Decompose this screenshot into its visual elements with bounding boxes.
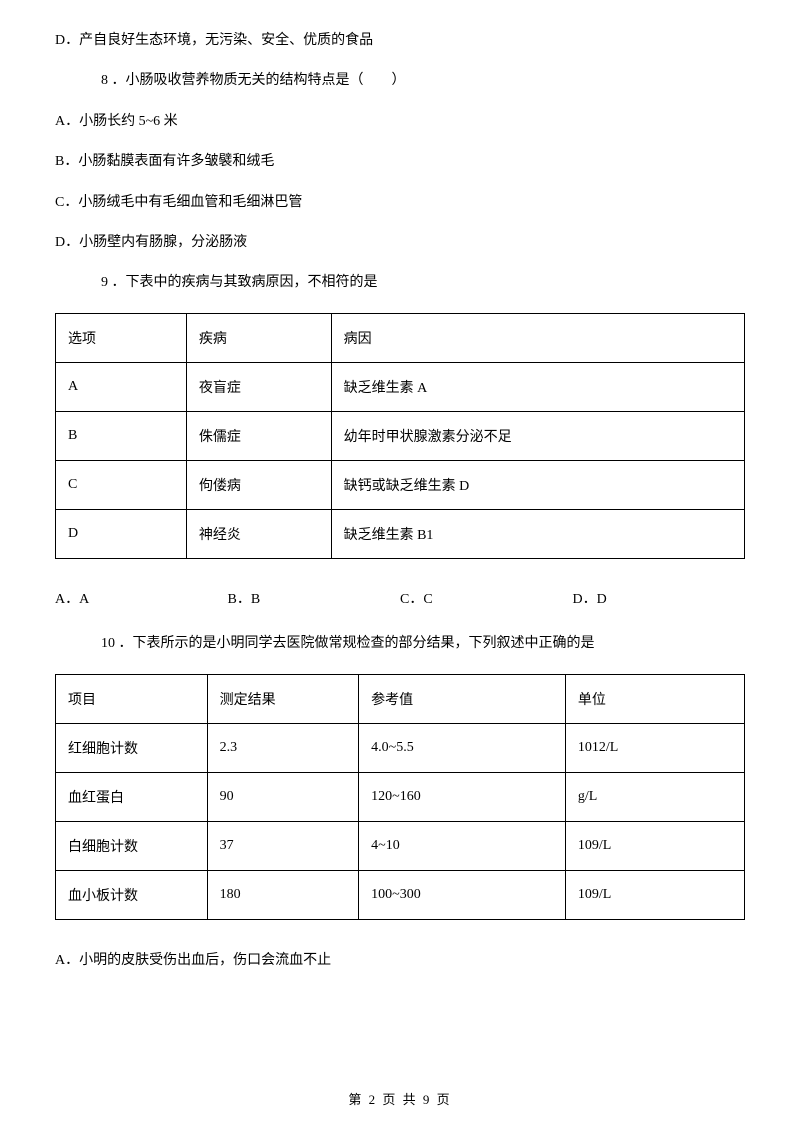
q8-option-b: B．小肠黏膜表面有许多皱襞和绒毛: [55, 151, 745, 173]
table-cell: 选项: [56, 313, 187, 362]
q7-option-d: D．产自良好生态环境，无污染、安全、优质的食品: [55, 30, 745, 52]
table-cell: 白细胞计数: [56, 821, 208, 870]
table-row: 血红蛋白 90 120~160 g/L: [56, 772, 745, 821]
table-cell: C: [56, 460, 187, 509]
q8-option-a: A．小肠长约 5~6 米: [55, 111, 745, 133]
q9-choice-a: A．A: [55, 589, 228, 611]
q8-stem: 8 ．小肠吸收营养物质无关的结构特点是（ ）: [55, 70, 745, 92]
page-footer: 第 2 页 共 9 页: [0, 1089, 800, 1108]
q8-option-d: D．小肠壁内有肠腺，分泌肠液: [55, 232, 745, 254]
table-cell: 缺乏维生素 A: [331, 362, 744, 411]
q10-stem: 10 ．下表所示的是小明同学去医院做常规检查的部分结果，下列叙述中正确的是: [55, 633, 745, 655]
table-cell: 4~10: [359, 821, 566, 870]
q10-table: 项目 测定结果 参考值 单位 红细胞计数 2.3 4.0~5.5 1012/L …: [55, 674, 745, 920]
table-cell: 缺乏维生素 B1: [331, 509, 744, 558]
q9-choice-c: C．C: [400, 589, 573, 611]
table-cell: 4.0~5.5: [359, 723, 566, 772]
table-cell: 侏儒症: [186, 411, 331, 460]
table-row: 红细胞计数 2.3 4.0~5.5 1012/L: [56, 723, 745, 772]
table-cell: 红细胞计数: [56, 723, 208, 772]
q9-choice-b: B．B: [228, 589, 401, 611]
q10-option-a: A．小明的皮肤受伤出血后，伤口会流血不止: [55, 950, 745, 972]
table-cell: A: [56, 362, 187, 411]
table-row: 白细胞计数 37 4~10 109/L: [56, 821, 745, 870]
table-cell: 缺钙或缺乏维生素 D: [331, 460, 744, 509]
q9-table: 选项 疾病 病因 A 夜盲症 缺乏维生素 A B 侏儒症 幼年时甲状腺激素分泌不…: [55, 313, 745, 559]
table-cell: 神经炎: [186, 509, 331, 558]
table-cell: 病因: [331, 313, 744, 362]
table-cell: B: [56, 411, 187, 460]
q9-stem: 9 ．下表中的疾病与其致病原因，不相符的是: [55, 272, 745, 294]
table-cell: 测定结果: [207, 674, 359, 723]
table-cell: 疾病: [186, 313, 331, 362]
table-cell: 血小板计数: [56, 870, 208, 919]
table-cell: 109/L: [565, 870, 744, 919]
table-cell: 佝偻病: [186, 460, 331, 509]
table-cell: 109/L: [565, 821, 744, 870]
table-row: A 夜盲症 缺乏维生素 A: [56, 362, 745, 411]
table-cell: 180: [207, 870, 359, 919]
table-row: 血小板计数 180 100~300 109/L: [56, 870, 745, 919]
table-cell: 幼年时甲状腺激素分泌不足: [331, 411, 744, 460]
table-cell: 120~160: [359, 772, 566, 821]
q9-choices: A．A B．B C．C D．D: [55, 589, 745, 611]
table-cell: D: [56, 509, 187, 558]
table-cell: 血红蛋白: [56, 772, 208, 821]
table-cell: 项目: [56, 674, 208, 723]
q9-choice-d: D．D: [573, 589, 746, 611]
table-cell: 1012/L: [565, 723, 744, 772]
table-cell: 夜盲症: [186, 362, 331, 411]
table-row: D 神经炎 缺乏维生素 B1: [56, 509, 745, 558]
table-cell: 100~300: [359, 870, 566, 919]
table-cell: 90: [207, 772, 359, 821]
table-cell: 单位: [565, 674, 744, 723]
table-row: 选项 疾病 病因: [56, 313, 745, 362]
table-row: B 侏儒症 幼年时甲状腺激素分泌不足: [56, 411, 745, 460]
table-cell: 参考值: [359, 674, 566, 723]
table-cell: g/L: [565, 772, 744, 821]
table-cell: 2.3: [207, 723, 359, 772]
table-row: 项目 测定结果 参考值 单位: [56, 674, 745, 723]
table-row: C 佝偻病 缺钙或缺乏维生素 D: [56, 460, 745, 509]
q8-option-c: C．小肠绒毛中有毛细血管和毛细淋巴管: [55, 192, 745, 214]
table-cell: 37: [207, 821, 359, 870]
